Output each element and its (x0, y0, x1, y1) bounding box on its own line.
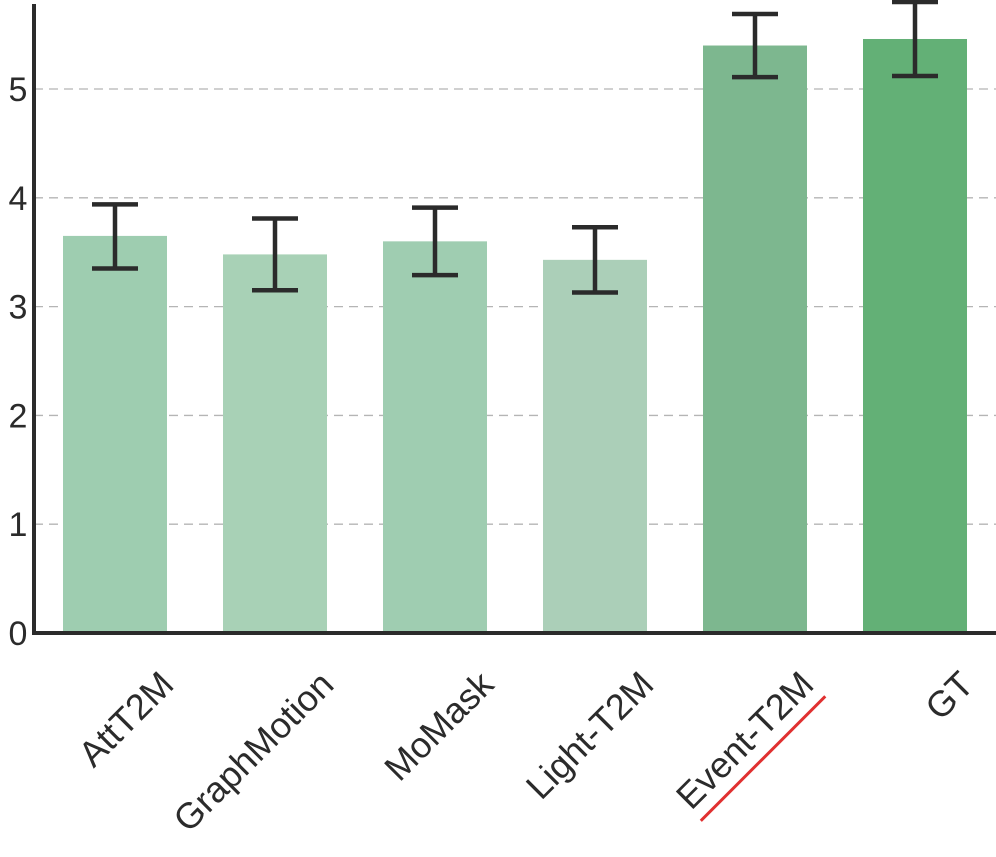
error-bar-attt2m (92, 202, 138, 271)
bar-gt (863, 38, 967, 634)
error-bar-event-t2m (732, 11, 778, 80)
error-bar-momask (412, 205, 458, 278)
y-tick-label: 0 (9, 615, 28, 653)
x-tick-label-event-t2m: Event-T2M (668, 663, 821, 816)
grid-lines (34, 88, 996, 525)
error-bar-gt (892, 0, 938, 79)
y-tick-label: 3 (9, 289, 28, 327)
x-tick-label-group: Event-T2M (668, 663, 827, 822)
x-tick-label-group: MoMask (376, 663, 502, 789)
error-bars (92, 0, 938, 295)
x-tick-label-group: GT (917, 663, 981, 727)
x-tick-label-gt: GT (917, 663, 981, 727)
highlight-underline (699, 695, 827, 822)
y-tick-label: 5 (9, 71, 28, 109)
axes (32, 4, 996, 635)
y-tick-label: 1 (9, 506, 28, 544)
x-tick-label-group: Light-T2M (518, 663, 662, 807)
x-tick-label-momask: MoMask (376, 663, 502, 789)
error-bar-graphmotion (252, 216, 298, 293)
bar-graphmotion (223, 254, 327, 633)
y-tick-labels: 0 1 2 3 4 5 (9, 71, 28, 653)
x-tick-label-light-t2m: Light-T2M (518, 663, 662, 807)
x-tick-label-graphmotion: GraphMotion (165, 663, 341, 839)
x-tick-label-group: AttT2M (70, 663, 181, 774)
x-tick-label-attt2m: AttT2M (70, 663, 181, 774)
bar-light-t2m (543, 259, 647, 633)
x-tick-label-group: GraphMotion (165, 663, 341, 839)
y-tick-label: 4 (9, 180, 28, 218)
y-tick-label: 2 (9, 397, 28, 435)
bars (63, 38, 967, 634)
error-bar-light-t2m (572, 224, 618, 295)
bar-momask (383, 241, 487, 633)
bar-attt2m (63, 235, 167, 634)
bar-event-t2m (703, 45, 807, 634)
